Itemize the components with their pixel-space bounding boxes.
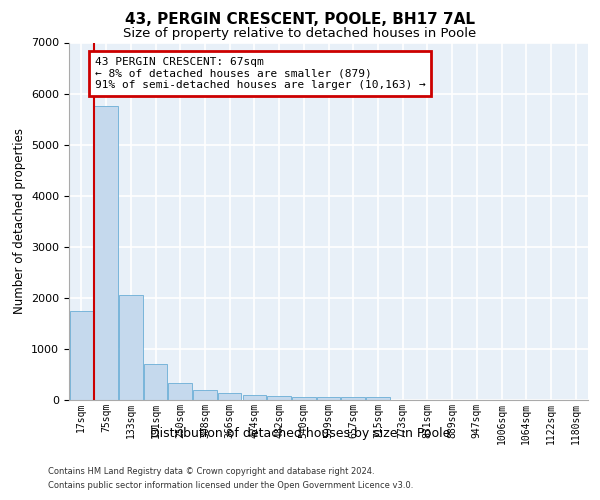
Bar bbox=[94, 106, 118, 400]
Text: 43, PERGIN CRESCENT, POOLE, BH17 7AL: 43, PERGIN CRESCENT, POOLE, BH17 7AL bbox=[125, 12, 475, 28]
Bar bbox=[317, 397, 340, 400]
Bar bbox=[193, 390, 217, 400]
Bar bbox=[119, 296, 143, 400]
Bar bbox=[242, 395, 266, 400]
Text: Contains HM Land Registry data © Crown copyright and database right 2024.: Contains HM Land Registry data © Crown c… bbox=[48, 468, 374, 476]
Bar bbox=[268, 396, 291, 400]
Bar bbox=[366, 398, 389, 400]
Y-axis label: Number of detached properties: Number of detached properties bbox=[13, 128, 26, 314]
Text: Contains public sector information licensed under the Open Government Licence v3: Contains public sector information licen… bbox=[48, 481, 413, 490]
Bar bbox=[218, 394, 241, 400]
Bar bbox=[292, 397, 316, 400]
Text: Size of property relative to detached houses in Poole: Size of property relative to detached ho… bbox=[124, 28, 476, 40]
Bar bbox=[169, 382, 192, 400]
Bar bbox=[144, 364, 167, 400]
Bar bbox=[341, 398, 365, 400]
Bar bbox=[70, 310, 93, 400]
Text: Distribution of detached houses by size in Poole: Distribution of detached houses by size … bbox=[150, 428, 450, 440]
Text: 43 PERGIN CRESCENT: 67sqm
← 8% of detached houses are smaller (879)
91% of semi-: 43 PERGIN CRESCENT: 67sqm ← 8% of detach… bbox=[95, 57, 426, 90]
